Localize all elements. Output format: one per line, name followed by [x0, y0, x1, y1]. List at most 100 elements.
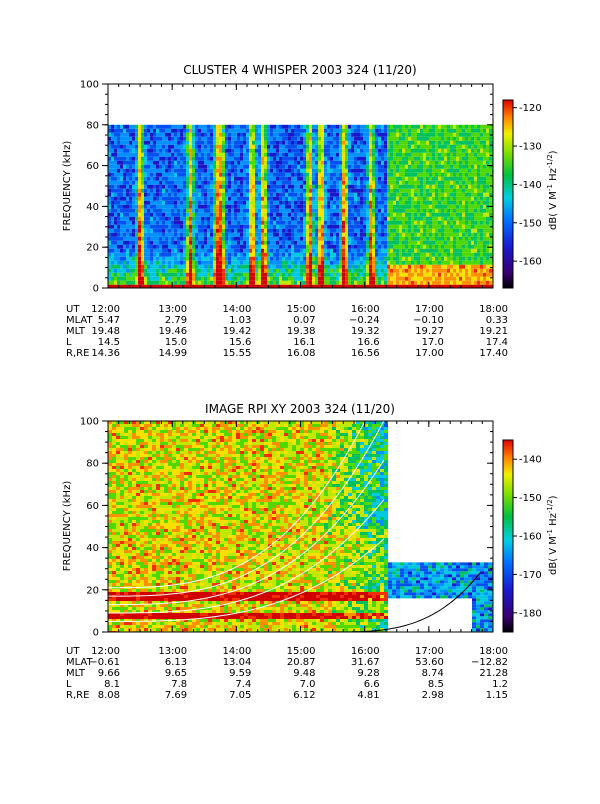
spectrogram-cell: [450, 224, 453, 229]
spectrogram-cell: [315, 180, 318, 185]
spectrogram-cell: [303, 252, 306, 257]
spectrogram-cell: [327, 240, 330, 245]
spectrogram-cell: [312, 168, 315, 173]
spectrogram-cell: [153, 128, 156, 133]
spectrogram-cell: [276, 244, 279, 249]
spectrogram-cell: [192, 160, 195, 165]
spectrogram-cell: [114, 164, 117, 169]
spectrogram-cell: [294, 236, 297, 241]
spectrogram-cell: [426, 144, 429, 149]
spectrogram-cell: [171, 212, 174, 217]
spectrogram-cell: [141, 148, 144, 153]
spectrogram-cell: [168, 180, 171, 185]
spectrogram-cell: [342, 156, 345, 161]
spectrogram-cell: [447, 156, 450, 161]
spectrogram-cell: [114, 200, 117, 205]
spectrogram-cell: [351, 200, 354, 205]
spectrogram-cell: [144, 248, 147, 253]
spectrogram-cell: [231, 180, 234, 185]
spectrogram-cell: [372, 244, 375, 249]
spectrogram-cell: [216, 152, 219, 157]
spectrogram-cell: [288, 184, 291, 189]
spectrogram-cell: [411, 188, 414, 193]
spectrogram-cell: [339, 216, 342, 221]
spectrogram-cell: [468, 252, 471, 257]
spectrogram-cell: [255, 224, 258, 229]
spectrogram-cell: [186, 284, 189, 288]
spectrogram-cell: [123, 224, 126, 229]
spectrogram-cell: [126, 248, 129, 253]
spectrogram-cell: [201, 144, 204, 149]
spectrogram-cell: [150, 224, 153, 229]
spectrogram-cell: [189, 220, 192, 225]
spectrogram-cell: [165, 196, 168, 201]
spectrogram-cell: [243, 224, 246, 229]
spectrogram-cell: [357, 164, 360, 169]
spectrogram-cell: [336, 212, 339, 217]
spectrogram-cell: [216, 244, 219, 249]
spectrogram-cell: [240, 188, 243, 193]
spectrogram-cell: [234, 208, 237, 213]
spectrogram-cell: [273, 220, 276, 225]
spectrogram-cell: [342, 256, 345, 261]
spectrogram-cell: [294, 232, 297, 237]
spectrogram-cell: [468, 200, 471, 205]
spectrogram-cell: [471, 152, 474, 157]
spectrogram-cell: [303, 240, 306, 245]
spectrogram-cell: [456, 256, 459, 261]
spectrogram-cell: [402, 220, 405, 225]
spectrogram-cell: [279, 132, 282, 137]
spectrogram-cell: [342, 208, 345, 213]
spectrogram-cell: [267, 192, 270, 197]
spectrogram-cell: [180, 140, 183, 145]
spectrogram-cell: [456, 196, 459, 201]
spectrogram-cell: [144, 192, 147, 197]
spectrogram-cell: [354, 232, 357, 237]
spectrogram-cell: [321, 248, 324, 253]
spectrogram-cell: [327, 232, 330, 237]
spectrogram-cell: [438, 140, 441, 145]
spectrogram-cell: [120, 256, 123, 261]
spectrogram-cell: [357, 152, 360, 157]
spectrogram-cell: [261, 228, 264, 233]
spectrogram-cell: [471, 220, 474, 225]
spectrogram-cell: [276, 196, 279, 201]
spectrogram-cell: [399, 152, 402, 157]
spectrogram-cell: [264, 152, 267, 157]
spectrogram-cell: [114, 248, 117, 253]
spectrogram-cell: [447, 176, 450, 181]
spectrogram-cell: [180, 284, 183, 288]
spectrogram-cell: [429, 168, 432, 173]
spectrogram-cell: [459, 252, 462, 257]
spectrogram-cell: [423, 144, 426, 149]
spectrogram-cell: [339, 152, 342, 157]
spectrogram-cell: [315, 284, 318, 288]
spectrogram-cell: [423, 264, 426, 269]
spectrogram-cell: [234, 248, 237, 253]
spectrogram-cell: [324, 256, 327, 261]
spectrogram-cell: [384, 192, 387, 197]
spectrogram-cell: [324, 264, 327, 269]
spectrogram-cell: [381, 264, 384, 269]
spectrogram-cell: [186, 140, 189, 145]
spectrogram-cell: [318, 200, 321, 205]
spectrogram-cell: [438, 208, 441, 213]
spectrogram-cell: [252, 276, 255, 281]
spectrogram-cell: [231, 148, 234, 153]
spectrogram-cell: [402, 204, 405, 209]
spectrogram-cell: [219, 200, 222, 205]
spectrogram-cell: [402, 280, 405, 285]
spectrogram-cell: [450, 196, 453, 201]
spectrogram-cell: [396, 252, 399, 257]
spectrogram-cell: [369, 284, 372, 288]
spectrogram-cell: [162, 212, 165, 217]
spectrogram-cell: [255, 260, 258, 265]
spectrogram-cell: [249, 172, 252, 177]
spectrogram-cell: [132, 136, 135, 141]
spectrogram-cell: [255, 156, 258, 161]
spectrogram-cell: [276, 184, 279, 189]
spectrogram-cell: [282, 276, 285, 281]
spectrogram-cell: [300, 260, 303, 265]
spectrogram-cell: [195, 280, 198, 285]
spectrogram-cell: [276, 192, 279, 197]
